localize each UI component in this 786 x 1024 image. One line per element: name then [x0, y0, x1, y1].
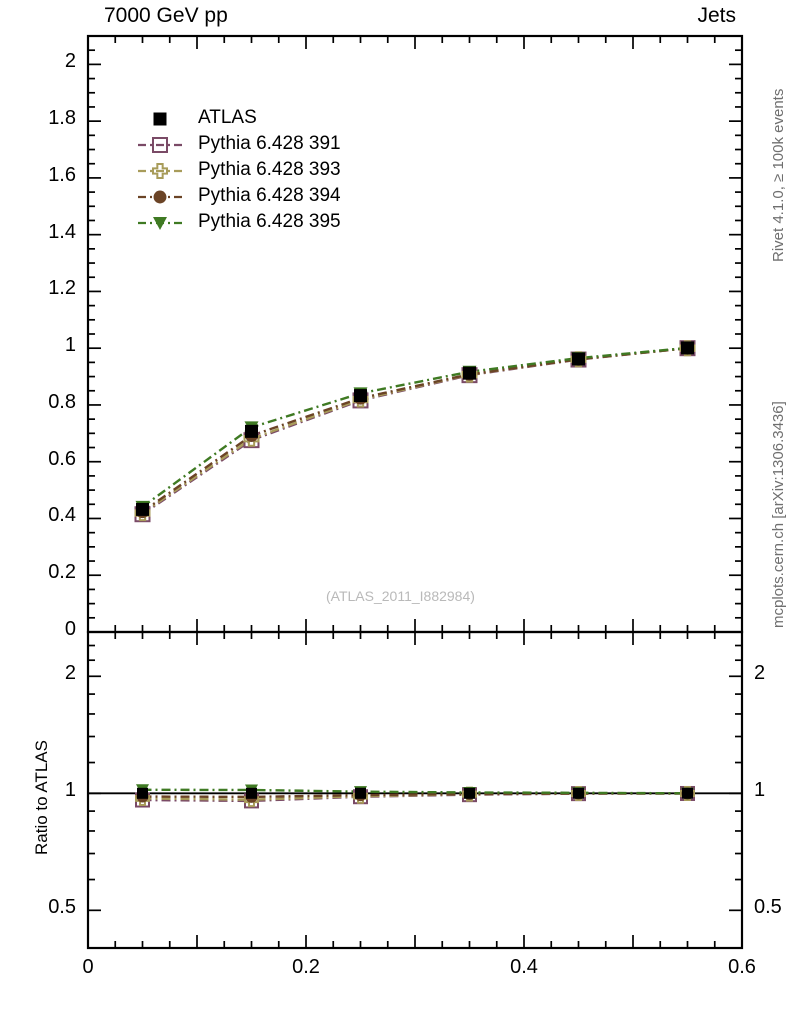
legend-label-3: Pythia 6.428 394 — [198, 185, 341, 206]
ytick-label-ratio-right: 0.5 — [754, 896, 782, 919]
data-marker-square-filled — [464, 787, 475, 799]
legend-entry-3[interactable] — [138, 190, 182, 204]
main-panel-frame — [86, 34, 744, 634]
data-marker-square-filled — [354, 389, 367, 403]
ytick-label-main: 0 — [64, 618, 76, 640]
ytick-label-main: 0.6 — [48, 447, 76, 470]
data-marker-square-filled — [573, 787, 584, 799]
legend-entry-4[interactable] — [138, 217, 182, 230]
series-line-4 — [141, 346, 688, 508]
header-category-label: Jets — [697, 4, 736, 27]
data-marker-triangle-down-filled — [153, 217, 167, 230]
ytick-label-main: 0.4 — [48, 504, 76, 527]
legend-entry-1[interactable] — [138, 137, 182, 153]
main-series-group — [134, 340, 696, 523]
ytick-label-main: 0.8 — [48, 390, 76, 413]
series-line-2 — [141, 346, 688, 515]
ytick-label-main: 1.6 — [48, 163, 76, 186]
data-marker-square-filled — [137, 787, 148, 799]
ytick-label-main: 1 — [64, 334, 76, 357]
data-marker-cross-open — [152, 163, 168, 179]
ytick-label-main: 0.2 — [48, 561, 76, 584]
data-marker-circle-filled — [153, 190, 167, 204]
data-marker-square-filled — [153, 112, 167, 126]
legend-label-1: Pythia 6.428 391 — [198, 133, 341, 154]
header-beam-label: 7000 GeV pp — [104, 4, 228, 27]
ytick-label-main: 1.4 — [48, 220, 76, 243]
data-marker-square-filled — [572, 352, 585, 366]
ytick-label-ratio-left: 0.5 — [48, 896, 76, 919]
legend-entry-2[interactable] — [138, 163, 182, 179]
data-marker-square-filled — [245, 424, 258, 438]
legend-label-4: Pythia 6.428 395 — [198, 211, 341, 232]
ytick-label-main: 1.8 — [48, 107, 76, 130]
legend-label-0: ATLAS — [198, 107, 257, 128]
ytick-label-ratio-left: 2 — [64, 662, 76, 685]
data-marker-square-filled — [246, 787, 257, 799]
xtick-label: 0.4 — [510, 956, 538, 978]
xtick-label: 0.2 — [292, 956, 320, 978]
ytick-label-ratio-right: 2 — [754, 662, 766, 685]
ytick-label-ratio-right: 1 — [754, 779, 766, 802]
data-marker-square-filled — [681, 341, 694, 355]
xtick-label: 0.6 — [728, 956, 756, 978]
data-marker-square-filled — [136, 502, 149, 516]
data-marker-square-filled — [463, 366, 476, 380]
legend-label-2: Pythia 6.428 393 — [198, 159, 341, 180]
xtick-label: 0 — [82, 956, 94, 978]
ratio-line-3 — [142, 792, 688, 799]
data-marker-square-filled — [682, 787, 693, 799]
data-marker-square-filled — [355, 787, 366, 799]
series-line-3 — [141, 346, 688, 513]
analysis-id-watermark: (ATLAS_2011_I882984) — [326, 588, 475, 604]
legend-entry-0[interactable] — [153, 112, 167, 126]
data-marker-square-open — [152, 137, 168, 153]
ratio-line-4 — [142, 788, 688, 795]
series-line-1 — [141, 346, 688, 516]
ratio-series-group — [135, 784, 695, 809]
ytick-label-main: 2 — [64, 50, 76, 73]
ytick-label-main: 1.2 — [48, 277, 76, 300]
ytick-label-ratio-left: 1 — [64, 779, 76, 802]
